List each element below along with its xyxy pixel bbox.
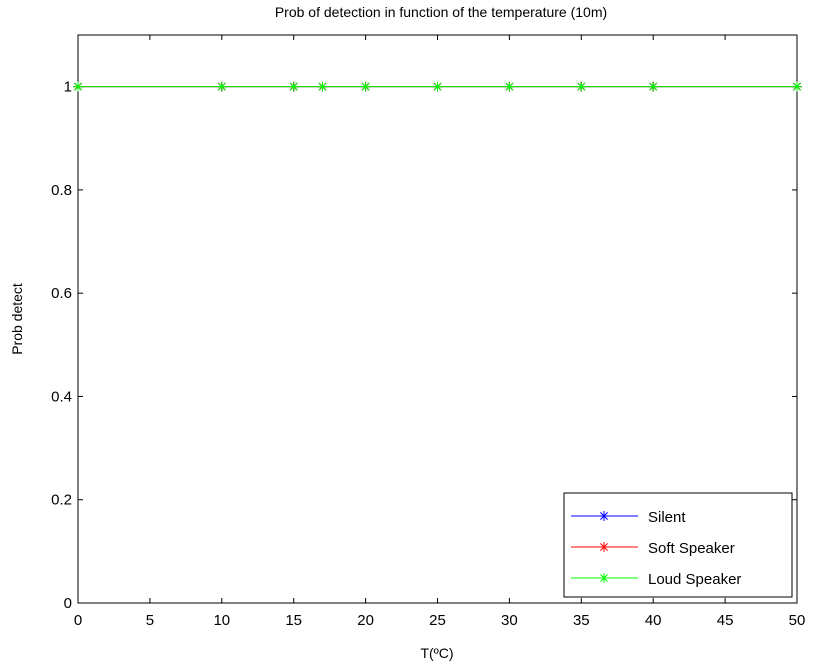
marker-stroke	[793, 82, 801, 91]
legend-swatch-marker	[599, 542, 609, 552]
series-layer	[73, 81, 802, 92]
x-tick-label: 25	[429, 612, 446, 629]
y-tick-label: 0.4	[51, 388, 72, 405]
legend-swatch-marker	[599, 511, 609, 521]
y-tick-label: 0.6	[51, 285, 72, 302]
marker-stroke	[74, 82, 82, 91]
data-point	[504, 81, 515, 92]
x-tick-label: 5	[146, 612, 154, 629]
data-point	[216, 81, 227, 92]
legend: Silent Soft Speaker Loud Speaker	[563, 492, 793, 598]
data-point	[576, 81, 587, 92]
x-tick-label: 20	[357, 612, 374, 629]
x-tick-label: 0	[74, 612, 82, 629]
x-tick-label: 10	[213, 612, 230, 629]
axis-ticks: 0 5 10 15 20 25 30 35 40 45 50 0 0.2 0.4 0.6 0.8 1	[51, 35, 805, 629]
marker-stroke	[289, 82, 298, 91]
x-tick-label: 15	[285, 612, 302, 629]
legend-swatch-marker	[599, 573, 609, 583]
data-point	[317, 81, 328, 92]
marker-stroke	[433, 82, 442, 91]
chart-title: Prob of detection in function of the tem…	[275, 4, 607, 20]
data-point	[792, 81, 802, 92]
y-tick-label: 0	[64, 595, 72, 612]
data-point	[73, 81, 83, 92]
marker-stroke	[318, 82, 327, 91]
legend-item-soft-speaker: Soft Speaker	[571, 540, 735, 557]
marker-stroke	[577, 82, 586, 91]
x-tick-label: 50	[789, 612, 806, 629]
x-tick-label: 35	[573, 612, 590, 629]
marker-stroke	[361, 82, 370, 91]
legend-item-loud-speaker: Loud Speaker	[571, 571, 741, 588]
data-point	[432, 81, 443, 92]
y-axis-label: Prob detect	[9, 283, 25, 355]
legend-label: Loud Speaker	[648, 571, 741, 588]
legend-label: Silent	[648, 509, 686, 526]
marker-stroke	[600, 512, 608, 520]
marker-stroke	[217, 82, 226, 91]
x-tick-label: 30	[501, 612, 518, 629]
x-axis-label: T(ºC)	[420, 645, 453, 661]
y-tick-label: 0.8	[51, 182, 72, 199]
data-point	[648, 81, 659, 92]
x-tick-label: 40	[645, 612, 662, 629]
marker-stroke	[649, 82, 658, 91]
marker-stroke	[600, 543, 608, 551]
series-loud-speaker	[73, 81, 802, 92]
data-point	[360, 81, 371, 92]
legend-item-silent: Silent	[571, 509, 686, 526]
marker-stroke	[600, 574, 608, 582]
y-tick-label: 1	[64, 79, 72, 96]
legend-label: Soft Speaker	[648, 540, 735, 557]
data-point	[288, 81, 299, 92]
x-tick-label: 45	[717, 612, 734, 629]
marker-stroke	[505, 82, 514, 91]
y-tick-label: 0.2	[51, 492, 72, 509]
